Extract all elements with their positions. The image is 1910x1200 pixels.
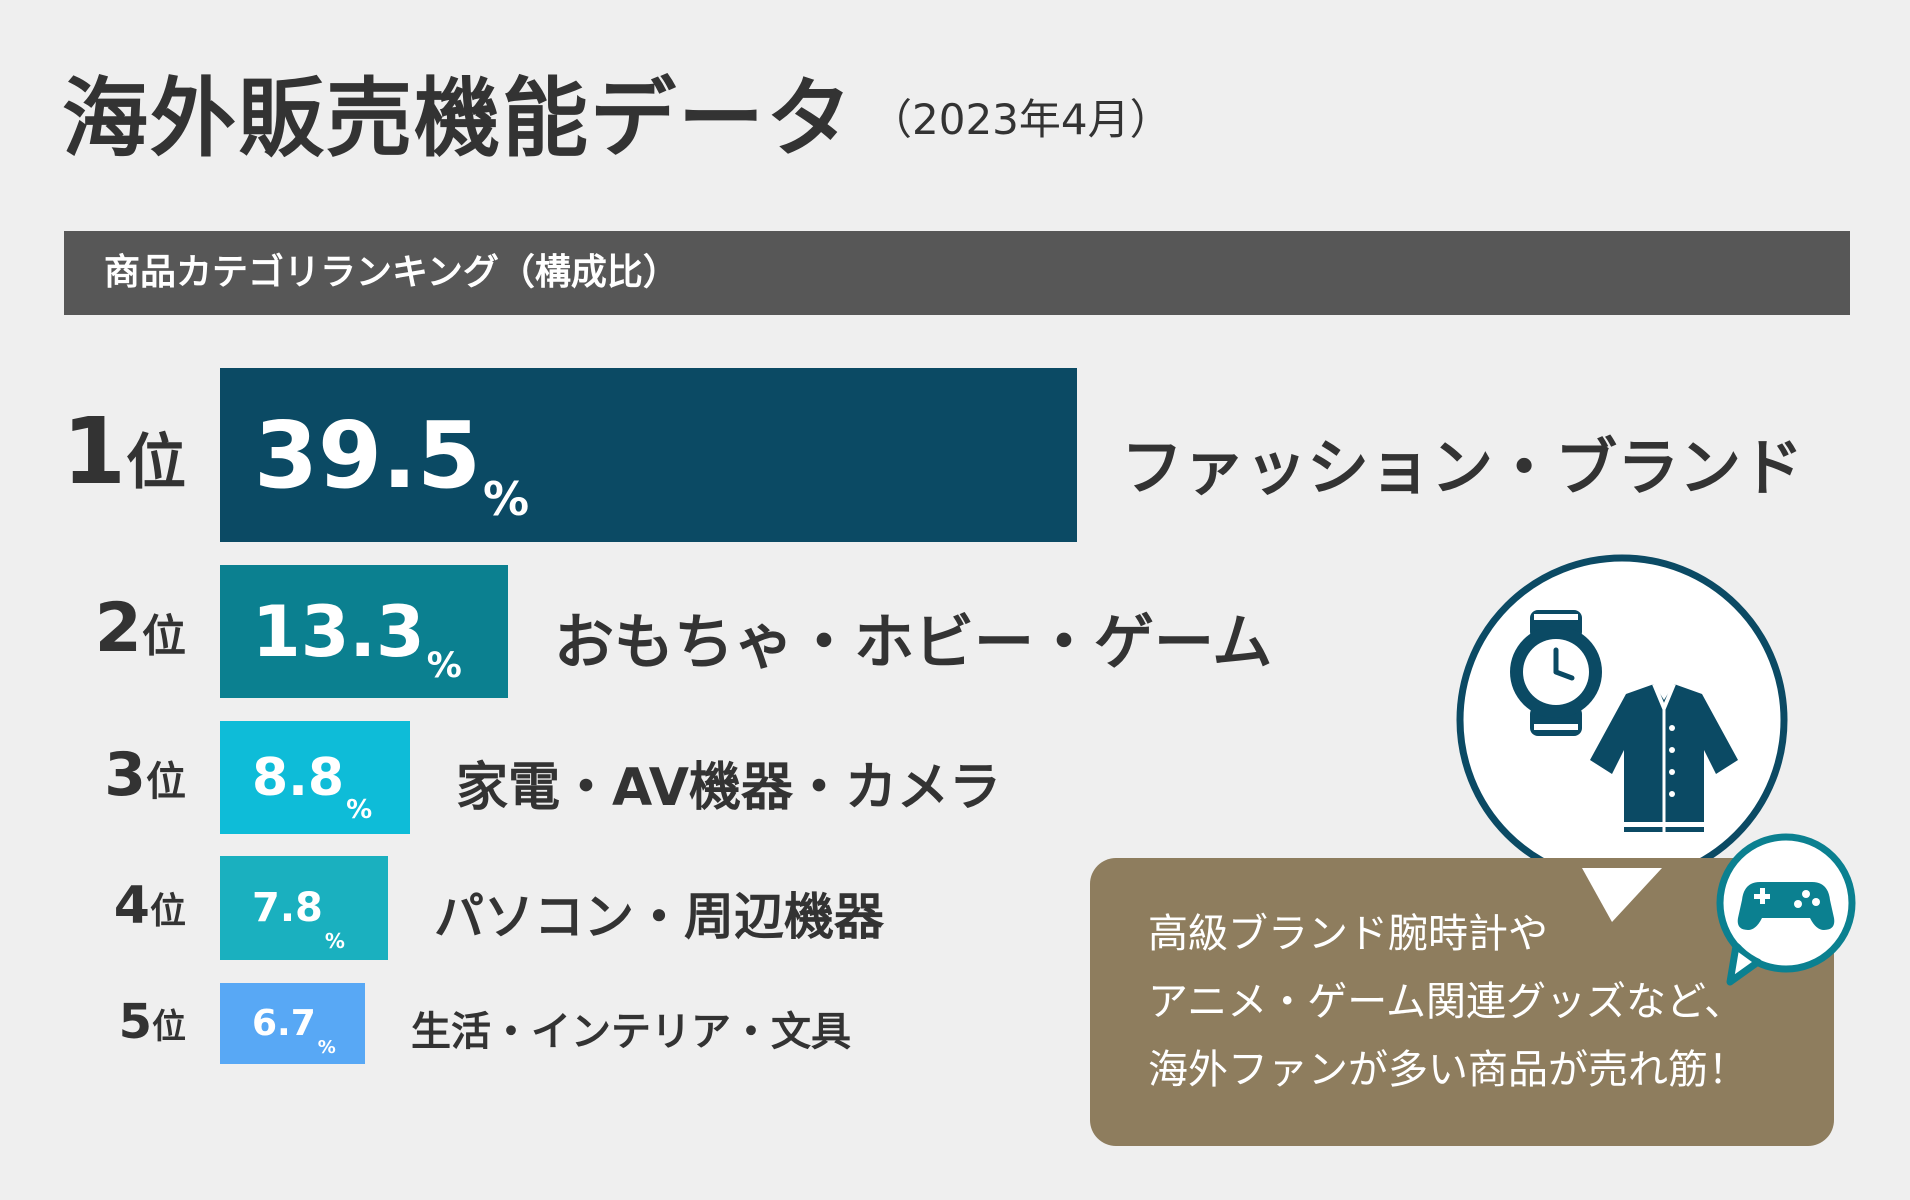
section-header: 商品カテゴリランキング（構成比） — [64, 231, 1850, 315]
wristwatch-icon — [1510, 610, 1602, 736]
rank-suffix: 位 — [152, 1006, 186, 1047]
rank-label: 1位 — [62, 398, 186, 505]
category-label: おもちゃ・ホビー・ゲーム — [554, 608, 1273, 679]
percent-sign: % — [426, 645, 462, 686]
rank-number: 3 — [104, 740, 146, 811]
rank-suffix: 位 — [149, 890, 186, 932]
rank-suffix: 位 — [146, 759, 186, 806]
category-label: ファッション・ブランド — [1121, 430, 1804, 504]
rank-label: 5位 — [119, 994, 186, 1050]
title-date: （2023年4月） — [870, 95, 1172, 144]
bar-value-label: 13.3 — [252, 590, 425, 673]
bar: 39.5% — [220, 368, 1078, 542]
note-box: 高級ブランド腕時計や アニメ・ゲーム関連グッズなど、 海外ファンが多い商品が売れ… — [1090, 858, 1834, 1146]
bar-value-label: 6.7 — [252, 1003, 316, 1044]
game-controller-icon — [1737, 882, 1835, 930]
title-main: 海外販売機能データ — [62, 69, 854, 169]
bar: 13.3% — [220, 565, 508, 698]
rank-number: 5 — [118, 993, 152, 1050]
category-label: 生活・インテリア・文具 — [411, 1008, 851, 1055]
rank-suffix: 位 — [142, 611, 186, 663]
page-title: 海外販売機能データ （2023年4月） — [62, 48, 1172, 173]
rank-label: 4位 — [114, 876, 186, 936]
percent-sign: % — [317, 1036, 336, 1058]
category-label: 家電・AV機器・カメラ — [456, 758, 1001, 819]
bar-value-label: 8.8 — [252, 747, 345, 808]
category-label: パソコン・周辺機器 — [434, 888, 884, 946]
rank-suffix: 位 — [126, 427, 186, 498]
bar-value-label: 39.5 — [254, 401, 481, 509]
bar: 7.8% — [220, 856, 388, 960]
jacket-icon — [1590, 683, 1738, 832]
note-line: 高級ブランド腕時計や — [1148, 911, 1548, 957]
bar: 6.7% — [220, 983, 365, 1064]
percent-sign: % — [483, 471, 530, 526]
bar-value-label: 7.8 — [252, 885, 323, 931]
percent-sign: % — [324, 929, 345, 953]
note-line: 海外ファンが多い商品が売れ筋！ — [1148, 1047, 1748, 1093]
percent-sign: % — [346, 794, 373, 825]
note-line: アニメ・ゲーム関連グッズなど、 — [1148, 979, 1744, 1025]
rank-number: 1 — [61, 397, 126, 505]
rank-label: 3位 — [104, 740, 186, 810]
rank-number: 4 — [113, 875, 150, 936]
rank-number: 2 — [94, 589, 142, 669]
rank-label: 2位 — [95, 589, 186, 668]
bar: 8.8% — [220, 721, 410, 834]
